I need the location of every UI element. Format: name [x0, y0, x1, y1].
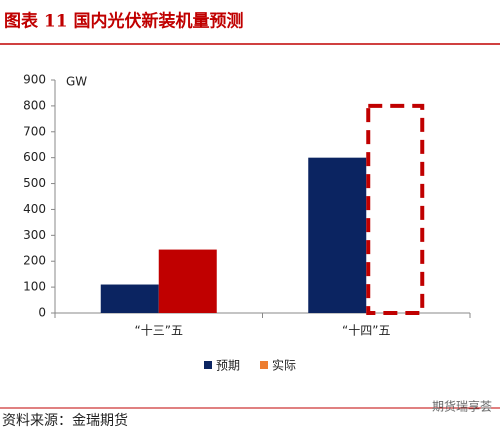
y-tick-label: 400 [23, 202, 46, 216]
y-tick-label: 600 [23, 150, 46, 164]
legend-swatch [204, 361, 212, 369]
y-tick-label: 0 [38, 306, 46, 320]
legend-label: 预期 [216, 359, 240, 373]
y-tick-label: 900 [23, 73, 46, 87]
source: 资料来源：金瑞期货 [2, 412, 128, 429]
y-tick-label: 700 [23, 124, 46, 138]
y-tick-label: 800 [23, 98, 46, 112]
y-tick-label: 200 [23, 254, 46, 268]
y-tick-label: 300 [23, 228, 46, 242]
bar [366, 103, 425, 315]
x-tick-label: “十四”五 [342, 324, 390, 338]
y-tick-label: 100 [23, 280, 46, 294]
unit-label: GW [66, 75, 87, 89]
bar [308, 157, 367, 313]
legend-swatch [260, 361, 268, 369]
chart-title: 图表 11 国内光伏新装机量预测 [4, 11, 244, 32]
x-tick-label: “十三”五 [135, 324, 183, 338]
bar [158, 249, 217, 313]
legend-label: 实际 [272, 358, 296, 373]
bar [100, 284, 159, 313]
watermark: 期货瑞享荟 [432, 399, 492, 414]
y-tick-label: 500 [23, 176, 46, 190]
